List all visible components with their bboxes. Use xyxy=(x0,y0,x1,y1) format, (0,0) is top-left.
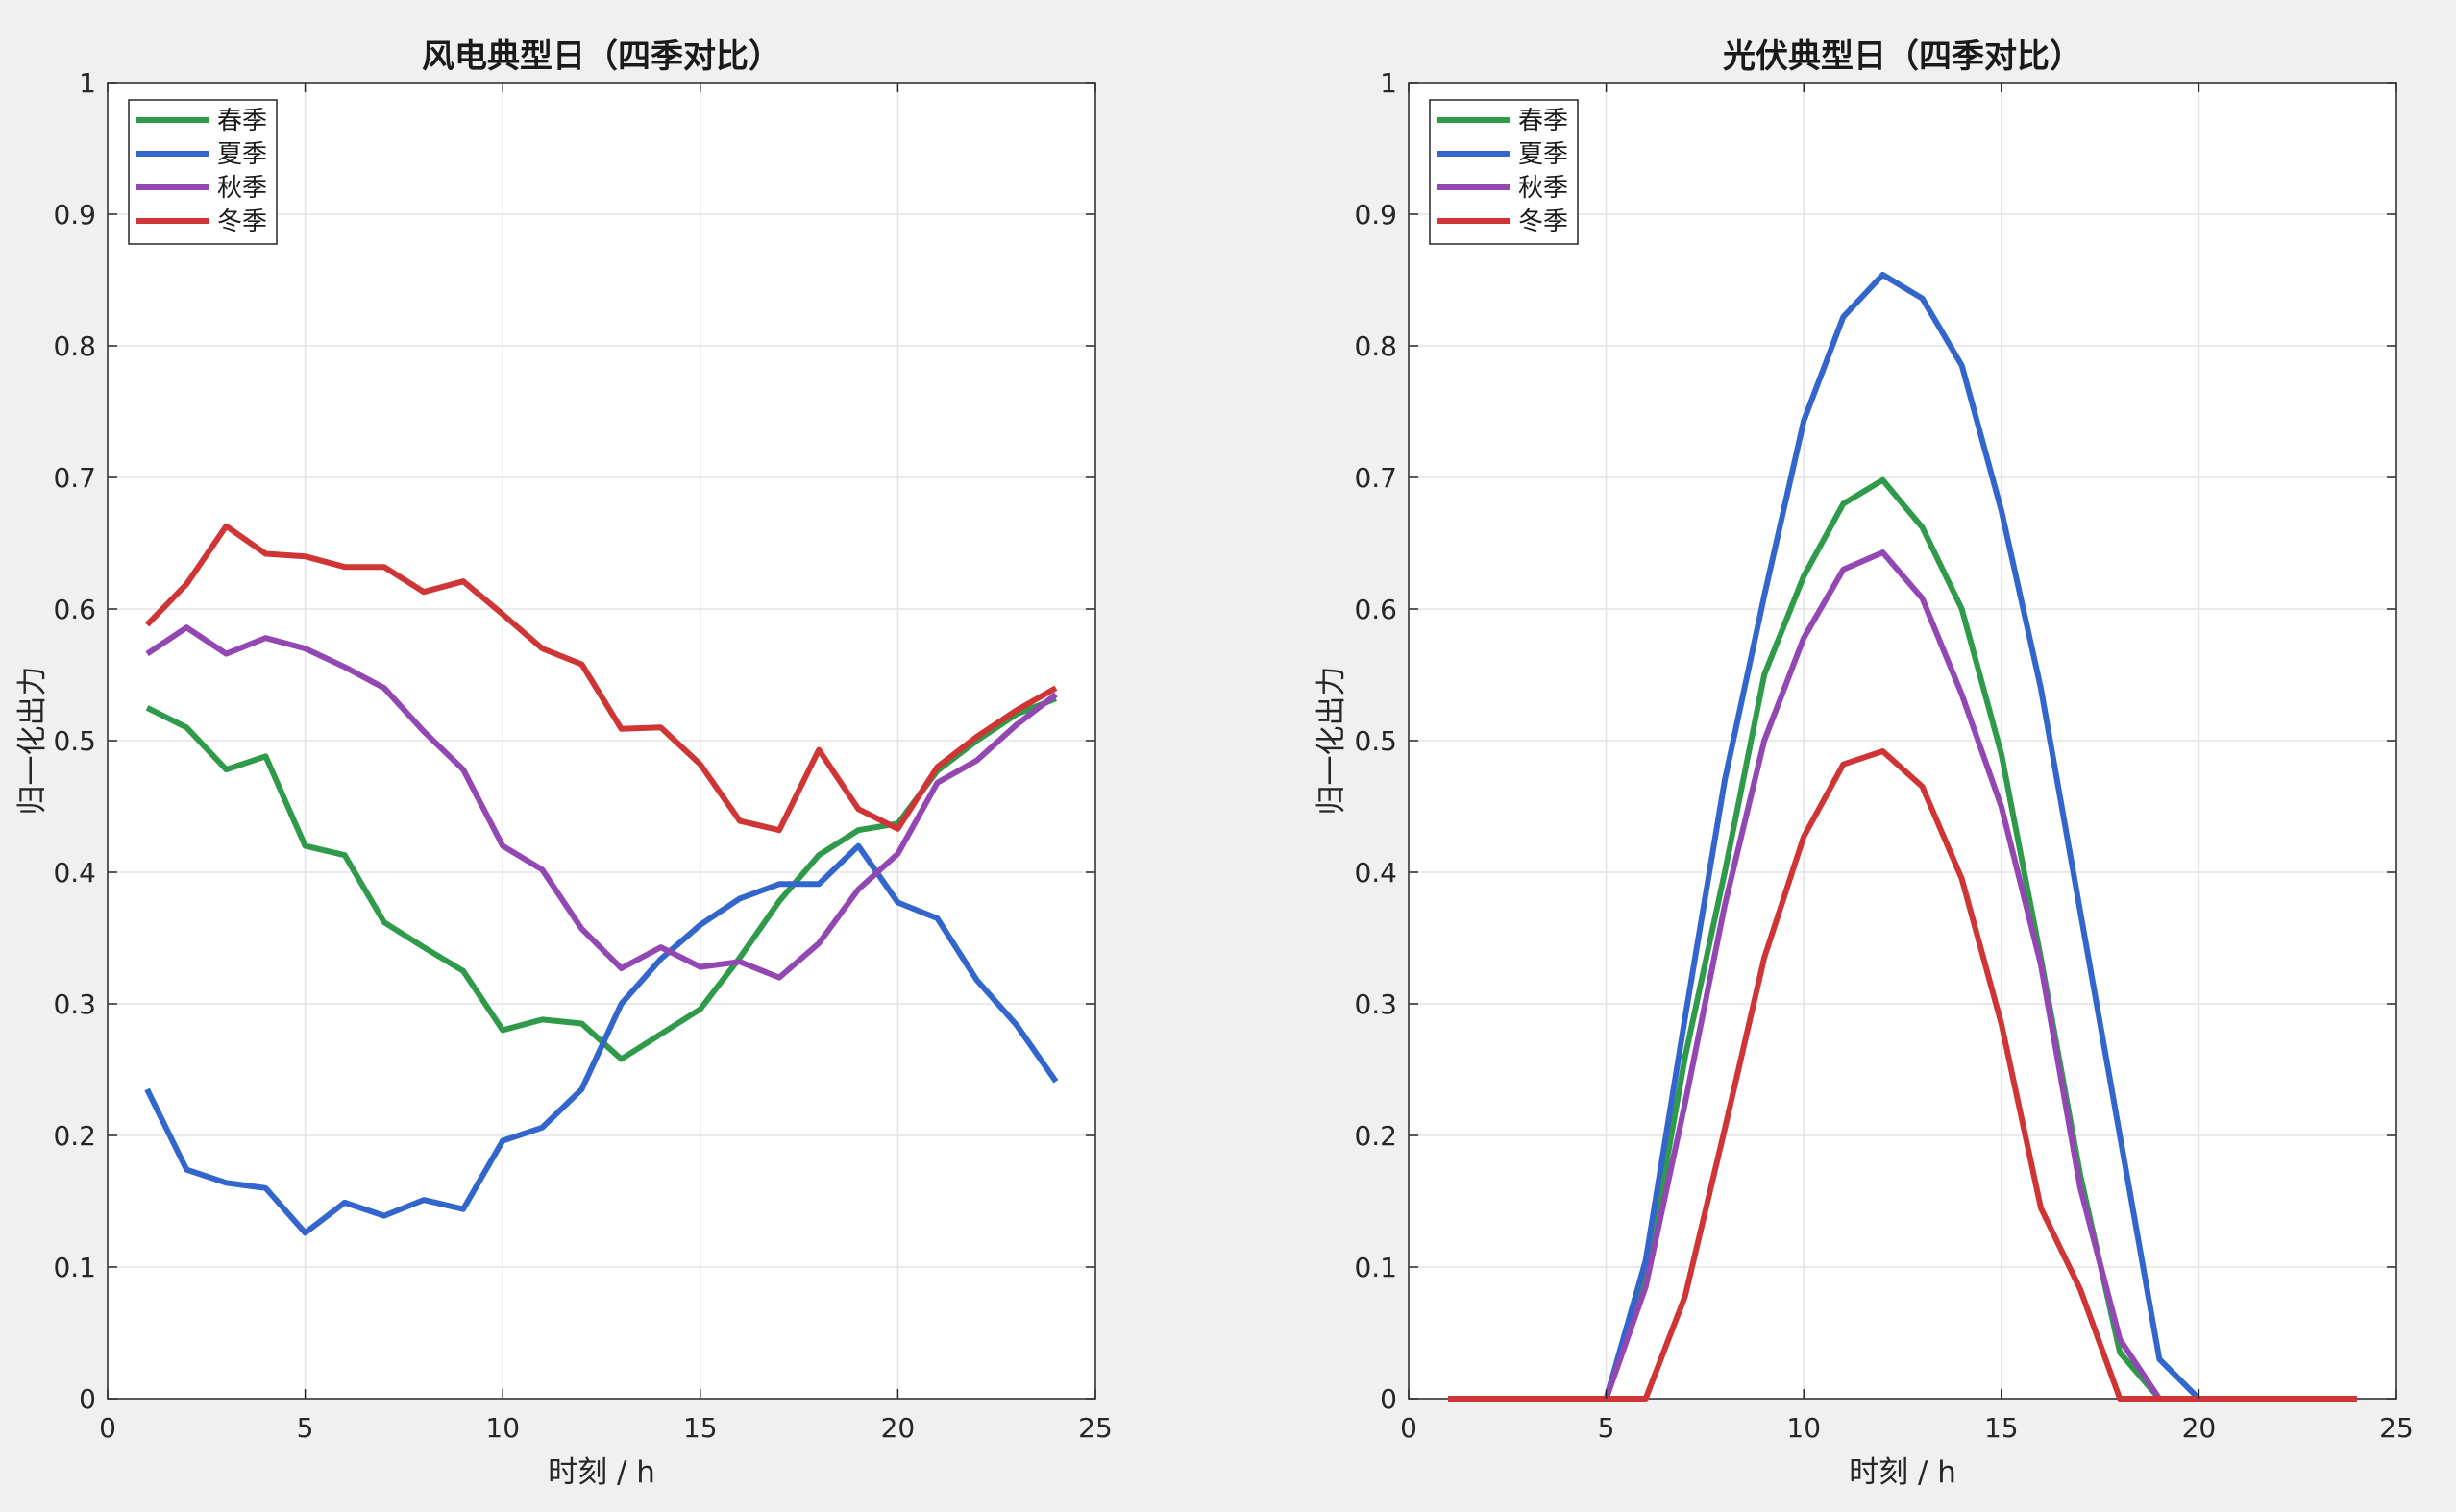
wind-x-tick-label: 0 xyxy=(99,1412,116,1444)
wind-grid xyxy=(108,83,1095,1399)
pv-y-tick-label: 0.4 xyxy=(1354,857,1397,889)
wind-x-tick-label: 25 xyxy=(1078,1412,1113,1444)
pv-y-tick-label: 0.1 xyxy=(1354,1252,1397,1283)
wind-series-lines xyxy=(144,523,1059,1236)
wind-y-tick-label: 0.9 xyxy=(53,199,96,231)
pv-grid xyxy=(1409,83,2396,1399)
wind-y-tick-label: 0.6 xyxy=(53,594,96,625)
pv-y-tick-label: 0.8 xyxy=(1354,330,1397,362)
pv-y-tick-label: 0.9 xyxy=(1354,199,1397,231)
pv-y-tick-label: 1 xyxy=(1380,67,1397,99)
pv-legend-label-2: 秋季 xyxy=(1518,174,1568,203)
wind-x-tick-label: 15 xyxy=(683,1412,718,1444)
wind-y-tick-label: 0.8 xyxy=(53,330,96,362)
wind-legend-label-2: 秋季 xyxy=(217,174,267,203)
pv-series-lines xyxy=(1448,272,2357,1402)
wind-legend-label-1: 夏季 xyxy=(217,140,267,169)
wind-series-line-1 xyxy=(144,842,1059,1236)
wind-series-line-3 xyxy=(144,523,1058,834)
wind-legend-label-0: 春季 xyxy=(217,107,267,135)
pv-y-axis-label: 归一化出力 xyxy=(1314,667,1349,816)
wind-y-tick-label: 0.1 xyxy=(53,1252,96,1283)
pv-x-tick-label: 25 xyxy=(2379,1412,2414,1444)
wind-y-tick-label: 0.7 xyxy=(53,462,96,494)
wind-x-ticks: 0 5 10 15 20 25 xyxy=(99,83,1113,1444)
wind-x-axis-label: 时刻 / h xyxy=(548,1455,655,1490)
wind-y-tick-label: 0 xyxy=(79,1383,96,1415)
pv-series-line-3 xyxy=(1448,748,2357,1402)
wind-y-axis-label: 归一化出力 xyxy=(15,667,50,816)
pv-y-ticks: 0 0.1 0.2 0.3 0.4 0.5 0.6 0.7 0.8 0.9 1 xyxy=(1354,67,2396,1415)
pv-x-tick-label: 0 xyxy=(1400,1412,1417,1444)
pv-chart-title: 光伏典型日（四季对比） xyxy=(1723,37,2082,76)
wind-y-ticks: 0 0.1 0.2 0.3 0.4 0.5 0.6 0.7 0.8 0.9 1 xyxy=(53,67,1095,1415)
wind-legend-label-3: 冬季 xyxy=(217,207,267,236)
wind-y-tick-label: 0.3 xyxy=(53,988,96,1020)
pv-y-tick-label: 0.3 xyxy=(1354,988,1397,1020)
wind-subplot: 0 5 10 15 20 25 0 0.1 0.2 0.3 0.4 0.5 0.6 0.7 0.8 0.9 1… xyxy=(15,37,1113,1490)
pv-y-tick-label: 0 xyxy=(1380,1383,1397,1415)
wind-x-tick-label: 5 xyxy=(297,1412,314,1444)
pv-y-tick-label: 0.2 xyxy=(1354,1120,1397,1152)
wind-series-line-2 xyxy=(145,624,1058,981)
pv-x-tick-label: 20 xyxy=(2182,1412,2217,1444)
wind-y-tick-label: 0.4 xyxy=(53,857,96,889)
pv-legend-label-3: 冬季 xyxy=(1518,207,1568,236)
pv-y-tick-label: 0.6 xyxy=(1354,594,1397,625)
wind-y-tick-label: 1 xyxy=(79,67,96,99)
pv-y-tick-label: 0.7 xyxy=(1354,462,1397,494)
pv-y-tick-label: 0.5 xyxy=(1354,725,1397,757)
pv-legend-label-0: 春季 xyxy=(1518,107,1568,135)
wind-x-tick-label: 10 xyxy=(485,1412,520,1444)
wind-y-tick-label: 0.5 xyxy=(53,725,96,757)
wind-x-tick-label: 20 xyxy=(881,1412,916,1444)
wind-chart-title: 风电典型日（四季对比） xyxy=(422,37,781,76)
pv-x-axis-label: 时刻 / h xyxy=(1849,1455,1956,1490)
pv-legend-label-1: 夏季 xyxy=(1518,140,1568,169)
pv-x-tick-label: 5 xyxy=(1598,1412,1615,1444)
pv-x-tick-label: 15 xyxy=(1984,1412,2019,1444)
pv-x-ticks: 0 5 10 15 20 25 xyxy=(1400,83,2414,1444)
wind-y-tick-label: 0.2 xyxy=(53,1120,96,1152)
pv-x-tick-label: 10 xyxy=(1786,1412,1821,1444)
pv-subplot: 0 5 10 15 20 25 0 0.1 0.2 0.3 0.4 0.5 0.6 0.7 0.8 0.9 1… xyxy=(1314,37,2414,1490)
